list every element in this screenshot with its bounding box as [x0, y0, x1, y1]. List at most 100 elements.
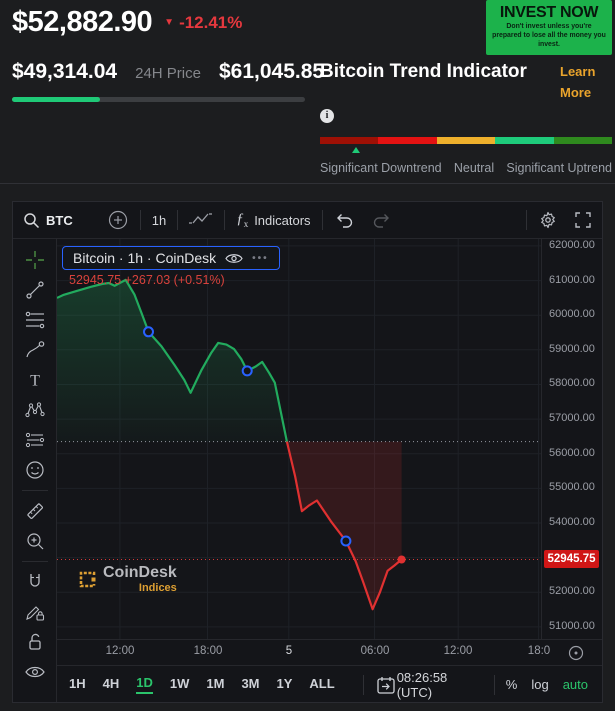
trend-seg-strong-down [320, 136, 379, 144]
invest-now-label: INVEST NOW [499, 4, 599, 21]
auto-scale-button[interactable]: auto [562, 677, 588, 692]
zoom-in-tool-button[interactable] [13, 526, 56, 556]
rail-divider [21, 490, 48, 491]
24h-high: $61,045.85 [218, 60, 325, 83]
trend-line-tool-button[interactable] [13, 275, 56, 305]
legend-more-icon[interactable]: ••• [252, 252, 269, 264]
learn-more-link[interactable]: Learn More [560, 64, 596, 100]
range-1w-button[interactable]: 1W [169, 676, 190, 691]
price-change: ▼ -12.41% [164, 13, 242, 33]
interval-button[interactable]: 1h [152, 213, 166, 228]
undo-icon [336, 214, 352, 228]
lock-all-drawings-button[interactable] [13, 627, 56, 657]
trend-line-icon [25, 281, 44, 299]
magnet-icon [29, 574, 40, 587]
xabcd-pattern-icon [24, 402, 45, 418]
toolbar-divider [321, 210, 323, 230]
price-header: $52,882.90 ▼ -12.41% [12, 6, 242, 39]
emoji-tool-button[interactable] [13, 455, 56, 485]
series-legend[interactable]: Bitcoin · 1h · CoinDesk ••• [62, 246, 280, 270]
visibility-eye-icon[interactable] [225, 252, 243, 265]
price-tick-label: 52000.00 [549, 585, 595, 597]
trend-marker-icon [352, 146, 361, 153]
compare-add-button[interactable] [107, 209, 129, 231]
position-tool-button[interactable] [13, 425, 56, 455]
scales-reset-button[interactable] [566, 643, 586, 663]
indicators-button[interactable]: ƒx Indicators [236, 211, 310, 229]
trend-seg-up [495, 136, 554, 144]
invest-now-button[interactable]: INVEST NOW Don't invest unless you're pr… [486, 0, 612, 55]
legend-title: Bitcoin · 1h · CoinDesk [73, 250, 217, 266]
target-icon [568, 645, 584, 661]
text-icon: T [30, 373, 40, 390]
goto-date-button[interactable] [375, 674, 397, 696]
price-chart [56, 239, 541, 639]
symbol-label: BTC [46, 212, 73, 228]
range-1h-button[interactable]: 1H [69, 676, 86, 691]
24h-range-fill [12, 97, 100, 102]
interval-label: 1h [151, 212, 167, 228]
chart-widget: BTC 1h ƒx Indicators [12, 201, 603, 703]
price-tick-label: 56000.00 [549, 447, 595, 459]
price-tick-label: 58000.00 [549, 377, 595, 389]
legend-last-price: 52945.75 [69, 273, 122, 287]
price-tick-label: 51000.00 [549, 620, 595, 632]
section-divider [0, 183, 615, 184]
drawing-mode-lock-button[interactable] [13, 597, 56, 627]
text-tool-button[interactable]: T [13, 365, 56, 395]
measure-tool-button[interactable] [13, 496, 56, 526]
range-1m-button[interactable]: 1M [206, 676, 225, 691]
plus-circle-icon [108, 210, 127, 230]
fullscreen-button[interactable] [574, 211, 592, 229]
lock-icon [28, 633, 41, 650]
info-icon[interactable]: i [320, 108, 334, 123]
time-tick-label: 06:00 [360, 645, 390, 657]
price-tick-label: 57000.00 [549, 412, 595, 424]
range-3m-button[interactable]: 3M [241, 676, 260, 691]
legend-price-row: 52945.75 +267.03 (+0.51%) [69, 273, 225, 287]
rail-divider [21, 561, 48, 562]
symbol-search-button[interactable]: BTC [23, 212, 73, 229]
range-1d-button[interactable]: 1D [136, 675, 153, 694]
range-4h-button[interactable]: 4H [102, 676, 120, 691]
chart-style-button[interactable] [189, 210, 213, 230]
time-axis[interactable]: 12:00 18:00 5 06:00 12:00 18:0 [57, 639, 602, 665]
coindesk-watermark: CoinDesk Indices [78, 565, 177, 594]
log-scale-button[interactable]: log [531, 677, 549, 692]
hide-all-drawings-button[interactable] [13, 657, 56, 687]
brush-tool-button[interactable] [13, 335, 56, 365]
fib-retracement-tool-button[interactable] [13, 305, 56, 335]
price-tick-label: 61000.00 [549, 274, 595, 286]
session-clock[interactable]: 08:26:58 (UTC) [396, 669, 448, 700]
pattern-tool-button[interactable] [13, 395, 56, 425]
price-tick-label: 59000.00 [549, 343, 595, 355]
range-1y-button[interactable]: 1Y [276, 676, 293, 691]
trend-label-downtrend: Significant Downtrend [320, 160, 442, 175]
percent-scale-button[interactable]: % [505, 677, 518, 692]
change-percent: -12.41% [179, 12, 243, 32]
crosshair-tool-button[interactable] [13, 245, 56, 275]
fx-icon: ƒx [236, 211, 249, 229]
range-all-button[interactable]: ALL [309, 676, 335, 691]
svg-text:T: T [30, 373, 40, 390]
time-tick-label: 18:00 [193, 645, 223, 657]
redo-button[interactable] [372, 212, 392, 228]
line-style-icon [189, 213, 213, 224]
price-axis[interactable]: 62000.00 61000.00 60000.00 59000.00 58000.00… [541, 239, 602, 639]
undo-button[interactable] [334, 212, 354, 228]
toolbar-divider [362, 674, 364, 695]
zoom-in-icon [26, 533, 43, 550]
trend-seg-down [378, 136, 437, 144]
trend-seg-strong-up [553, 136, 613, 144]
magnet-mode-button[interactable] [13, 567, 56, 597]
chart-plot-area[interactable]: Bitcoin · 1h · CoinDesk ••• 52945.75 +26… [56, 239, 541, 639]
24h-range-row: $49,314.04 24H Price $61,045.85 [12, 60, 324, 84]
calendar-icon [377, 676, 395, 694]
time-tick-label: 18:0 [527, 645, 551, 657]
time-tick-label: 12:00 [443, 645, 473, 657]
fullscreen-icon [575, 212, 591, 228]
toolbar-divider [139, 210, 141, 230]
settings-button[interactable] [538, 210, 558, 230]
bottom-toolbar: 1H 4H 1D 1W 1M 3M 1Y ALL 08:26:58 (UTC) … [57, 665, 602, 703]
